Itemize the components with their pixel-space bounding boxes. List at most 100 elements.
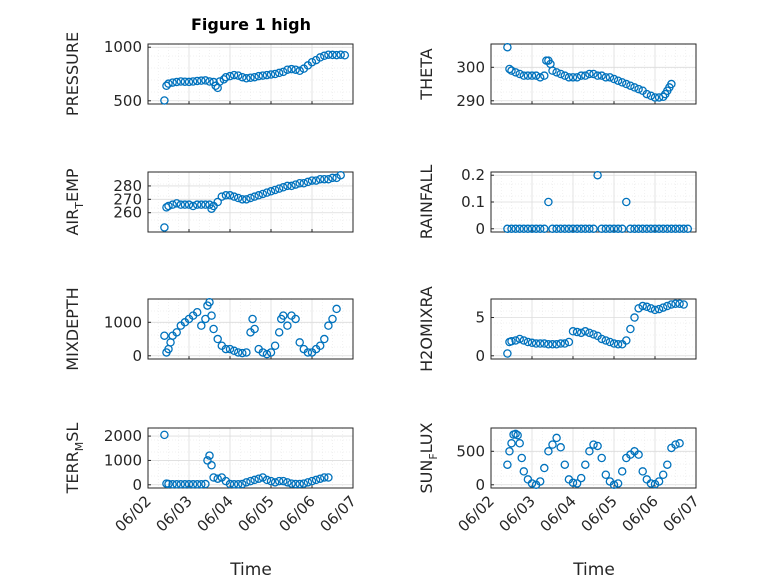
data-point: [531, 71, 541, 80]
data-point: [613, 76, 623, 85]
data-point: [527, 479, 537, 488]
y-tick-label: 1000: [104, 313, 142, 331]
data-point: [634, 84, 643, 94]
data-point: [507, 66, 516, 75]
data-point: [291, 314, 300, 324]
data-point: [564, 337, 574, 347]
data-point: [250, 475, 259, 485]
data-point: [638, 301, 647, 311]
data-point: [663, 460, 672, 469]
data-point: [589, 440, 598, 449]
data-point: [568, 327, 578, 336]
data-point: [642, 224, 652, 234]
data-point: [287, 181, 296, 191]
data-point: [568, 224, 578, 234]
data-point: [254, 71, 263, 81]
data-point: [180, 77, 190, 86]
data-point: [233, 193, 243, 203]
data-point: [250, 192, 259, 201]
data-point: [262, 70, 272, 80]
data-point: [225, 344, 235, 354]
data-point: [207, 311, 216, 320]
data-point: [535, 477, 545, 486]
data-point: [160, 223, 169, 232]
data-point: [221, 72, 231, 82]
subplot-h2omixra: 0 5 H2OMIXRA: [417, 286, 697, 372]
data-point: [336, 170, 345, 180]
data-point: [164, 79, 173, 88]
axes-border: [147, 298, 354, 360]
data-point: [238, 479, 247, 489]
data-point: [238, 348, 247, 358]
data-point: [527, 338, 537, 348]
y-axis-label: MIXDEPTH: [63, 287, 82, 370]
x-tick-label: 06/04: [537, 492, 580, 535]
data-point: [576, 71, 586, 80]
data-point: [242, 195, 251, 204]
data-point: [675, 299, 684, 308]
data-point: [654, 304, 664, 314]
data-point: [658, 470, 668, 479]
data-point: [279, 311, 288, 320]
data-point: [295, 178, 304, 188]
data-point: [225, 191, 235, 200]
data-point: [601, 336, 611, 345]
data-point: [266, 70, 276, 79]
data-point: [291, 479, 300, 489]
x-tick-label: 06/04: [194, 492, 237, 535]
y-tick-label: 500: [456, 442, 485, 460]
data-point: [201, 76, 210, 85]
data-point: [254, 474, 263, 483]
data-point: [274, 328, 284, 337]
data-point: [671, 299, 680, 308]
data-point: [617, 467, 627, 476]
data-point: [266, 476, 276, 486]
axes-border: [147, 427, 354, 489]
data-point: [324, 174, 333, 184]
x-tick-label: 06/03: [496, 492, 539, 535]
data-point: [560, 224, 570, 234]
data-point: [315, 341, 325, 350]
data-point: [646, 304, 656, 313]
data-point: [548, 340, 557, 349]
data-point: [634, 304, 643, 313]
data-point: [225, 71, 235, 81]
data-point: [311, 475, 321, 485]
data-point: [548, 440, 557, 449]
data-point: [663, 301, 672, 311]
data-point: [605, 224, 615, 234]
data-point: [262, 349, 272, 359]
data-point: [279, 476, 288, 486]
data-point: [201, 200, 210, 209]
data-point: [597, 71, 606, 80]
data-point: [324, 50, 333, 59]
data-point: [246, 193, 255, 203]
data-point: [552, 68, 561, 77]
data-point: [507, 439, 516, 448]
data-point: [601, 73, 611, 82]
data-point: [229, 192, 239, 201]
data-point: [207, 461, 216, 470]
data-point: [654, 224, 664, 234]
x-tick-label: 06/05: [235, 492, 278, 535]
data-point: [517, 453, 527, 463]
data-point: [564, 73, 574, 82]
data-point: [270, 478, 280, 487]
data-point: [217, 192, 227, 201]
data-point: [160, 430, 169, 440]
data-point: [585, 69, 594, 79]
data-point: [585, 224, 594, 234]
data-point: [229, 70, 239, 80]
data-point: [274, 184, 284, 193]
data-point: [581, 327, 590, 336]
data-point: [270, 69, 280, 79]
data-point: [523, 224, 533, 234]
data-point: [581, 460, 590, 469]
data-point: [311, 176, 321, 185]
data-point: [229, 480, 239, 489]
x-tick-label: 06/02: [455, 492, 498, 535]
data-point: [160, 96, 169, 105]
data-point: [540, 339, 549, 348]
